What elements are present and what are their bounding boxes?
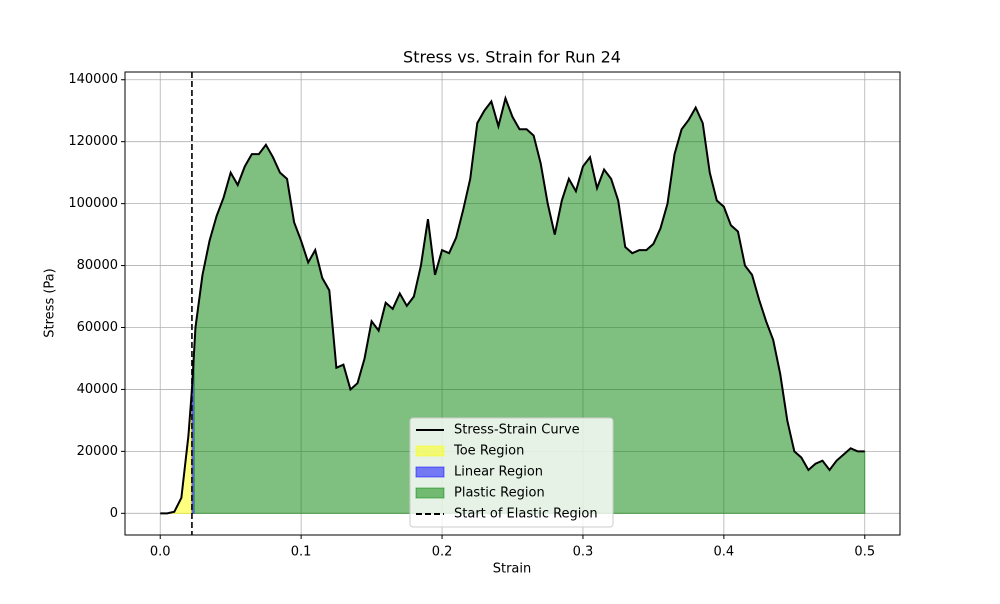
- legend-swatch: [415, 445, 445, 457]
- x-axis-label: Strain: [493, 562, 532, 577]
- y-tick-label: 60000: [77, 320, 118, 335]
- y-tick-label: 100000: [68, 196, 118, 211]
- legend: Stress-Strain Curve Toe Region Linear Regi…: [409, 417, 614, 528]
- legend-swatch: [415, 487, 445, 499]
- curve: [160, 94, 865, 515]
- y-tick-label: 80000: [77, 258, 118, 273]
- legend-label: Start of Elastic Region: [454, 507, 598, 522]
- plot-frame: [124, 71, 901, 536]
- legend-label: Linear Region: [454, 465, 543, 480]
- x-tick-label: 0.2: [432, 545, 453, 560]
- y-tick-label: 40000: [77, 382, 118, 397]
- x-tick-label: 0.1: [291, 545, 312, 560]
- x-tick-label: 0.5: [854, 545, 875, 560]
- chart-title: Stress vs. Strain for Run 24: [403, 48, 621, 67]
- y-axis-label: Stress (Pa): [43, 268, 58, 337]
- legend-label: Toe Region: [453, 444, 524, 459]
- y-tick-label: 20000: [77, 444, 118, 459]
- y-tick-label: 120000: [68, 134, 118, 149]
- legend-box: [409, 417, 614, 528]
- x-tick-label: 0.4: [714, 545, 735, 560]
- legend-swatch: [415, 466, 445, 478]
- legend-label: Plastic Region: [454, 486, 545, 501]
- y-tick-label: 140000: [68, 72, 118, 87]
- legend-label: Stress-Strain Curve: [454, 423, 580, 438]
- x-tick-label: 0.0: [150, 545, 171, 560]
- y-tick-label: 0: [110, 506, 118, 521]
- x-tick-label: 0.3: [573, 545, 594, 560]
